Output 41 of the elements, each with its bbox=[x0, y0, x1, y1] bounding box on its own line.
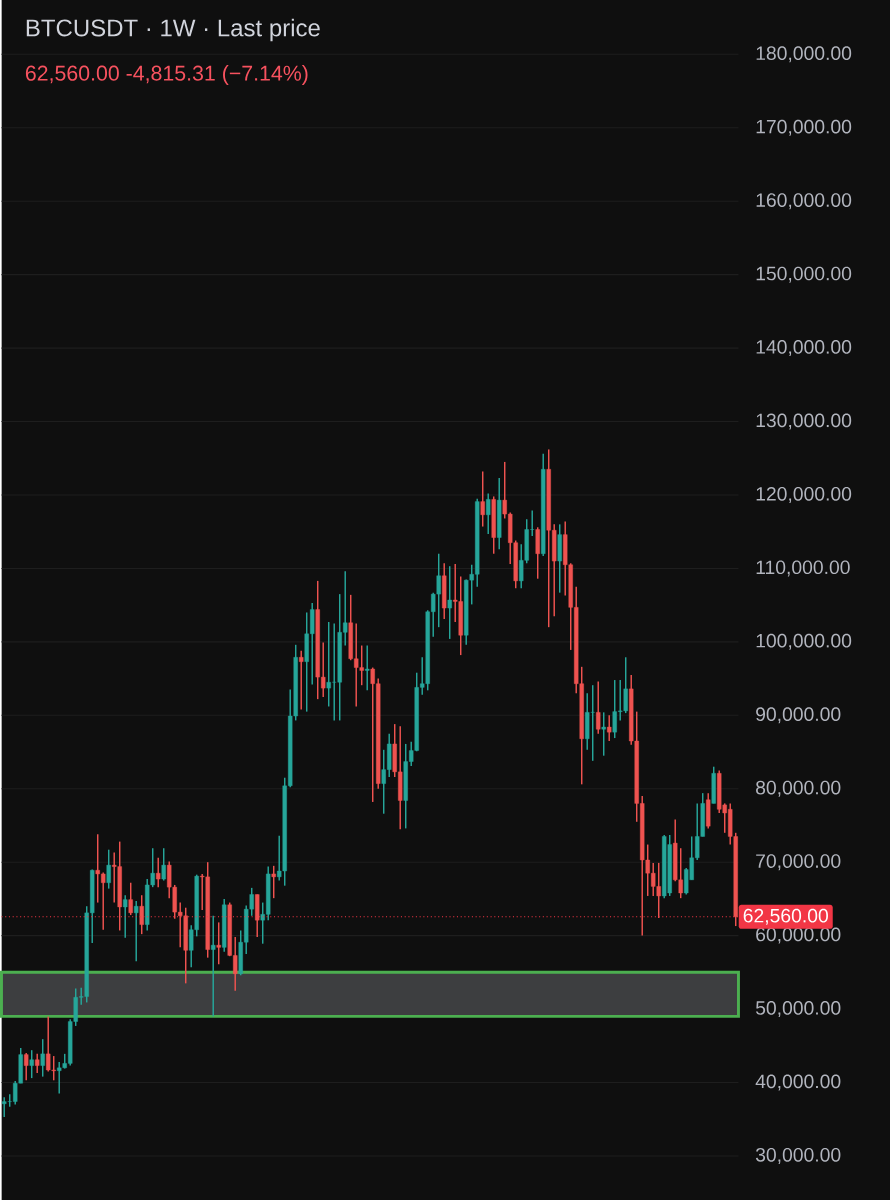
y-tick-label: 30,000.00 bbox=[755, 1147, 841, 1164]
candlestick bbox=[139, 894, 144, 935]
y-tick-label: 60,000.00 bbox=[755, 927, 841, 944]
candlestick bbox=[128, 882, 133, 916]
candlestick bbox=[34, 1053, 40, 1074]
text: 62,560.00 -4,815.31 (−7.14%) bbox=[25, 65, 308, 85]
text: BTCUSDT · 1W · Last price bbox=[26, 18, 320, 42]
candlestick bbox=[23, 1052, 29, 1082]
candlestick bbox=[122, 894, 128, 939]
candlestick bbox=[161, 847, 166, 882]
candlestick bbox=[485, 492, 491, 535]
ref-line-label: 62,560.00 bbox=[743, 908, 828, 925]
y-tick-label: 70,000.00 bbox=[755, 854, 841, 871]
candlestick bbox=[595, 680, 601, 735]
candlestick bbox=[606, 714, 612, 742]
candlestick bbox=[271, 865, 276, 899]
y-tick-label: 40,000.00 bbox=[755, 1074, 841, 1091]
y-tick-label: 130,000.00 bbox=[756, 413, 851, 430]
candlestick bbox=[210, 915, 216, 1018]
candlestick bbox=[106, 848, 111, 890]
y-tick-label: 140,000.00 bbox=[756, 340, 851, 357]
y-tick-label: 150,000.00 bbox=[756, 266, 851, 283]
candlestick bbox=[298, 649, 304, 711]
candlestick bbox=[40, 1038, 45, 1078]
candlestick bbox=[364, 644, 370, 692]
y-tick-label: 100,000.00 bbox=[756, 633, 851, 650]
candlestick bbox=[601, 711, 606, 757]
y-tick-label: 170,000.00 bbox=[756, 119, 851, 136]
candlestick bbox=[155, 857, 161, 888]
candlestick bbox=[480, 470, 485, 528]
y-tick-label: 90,000.00 bbox=[755, 707, 841, 724]
y-tick-label: 160,000.00 bbox=[756, 193, 851, 210]
y-tick-label: 50,000.00 bbox=[755, 1001, 841, 1018]
candlestick bbox=[133, 900, 139, 963]
candlestick bbox=[216, 921, 221, 965]
y-tick-label: 180,000.00 bbox=[756, 46, 851, 63]
candlestick bbox=[29, 1049, 34, 1079]
y-tick-label: 80,000.00 bbox=[755, 780, 841, 797]
y-tick-label: 110,000.00 bbox=[756, 560, 850, 577]
y-tick-label: 120,000.00 bbox=[756, 486, 851, 503]
candlestick bbox=[447, 565, 452, 640]
